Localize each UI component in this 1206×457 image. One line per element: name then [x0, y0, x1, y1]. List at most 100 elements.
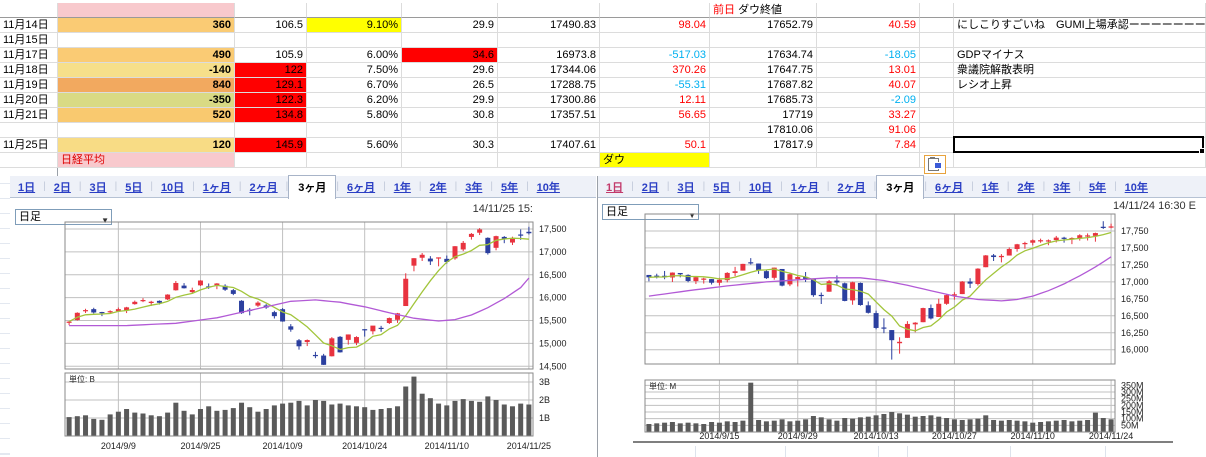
chart-period-tab[interactable]: 2日: [641, 182, 659, 194]
cell-dow-change[interactable]: 33.27: [817, 108, 920, 123]
cell-short-sell-ratio[interactable]: 29.9: [402, 93, 498, 108]
dow-timeframe-select[interactable]: 日足 ▼: [602, 204, 699, 220]
cell-dow-close[interactable]: [710, 33, 817, 48]
cell-analysis[interactable]: [920, 18, 954, 33]
chart-period-tab[interactable]: 5日: [713, 182, 731, 194]
cell-note[interactable]: [954, 33, 1206, 48]
cell-nikkei-close[interactable]: 17407.61: [498, 138, 600, 153]
chart-period-tab[interactable]: 2年: [1017, 182, 1035, 194]
cell-nikkei-close[interactable]: 17490.83: [498, 18, 600, 33]
cell-dow-close[interactable]: 17652.79: [710, 18, 817, 33]
header-dow-close[interactable]: 前日 ダウ終値: [710, 3, 817, 18]
cell-date[interactable]: 11月19日: [0, 78, 58, 93]
cell-updown-ratio[interactable]: [235, 123, 307, 138]
cell-short-sell-ratio[interactable]: 30.3: [402, 138, 498, 153]
cell-dow-change[interactable]: [817, 33, 920, 48]
cell-foreign-buy[interactable]: [58, 33, 235, 48]
cell-dow-change[interactable]: 91.06: [817, 123, 920, 138]
cell-dow-change[interactable]: -2.09: [817, 93, 920, 108]
cell-nikkei-change[interactable]: [600, 33, 710, 48]
cell-ma-deviation[interactable]: 6.00%: [307, 48, 402, 63]
chart-period-tab[interactable]: 10日: [160, 182, 185, 194]
cell-updown-ratio[interactable]: 122: [235, 63, 307, 78]
header-nikkei-close[interactable]: [498, 3, 600, 18]
cell-foreign-buy[interactable]: 840: [58, 78, 235, 93]
cell-analysis[interactable]: [920, 33, 954, 48]
cell-ma-deviation[interactable]: 6.70%: [307, 78, 402, 93]
cell-nikkei-close[interactable]: 17300.86: [498, 93, 600, 108]
cell-updown-ratio[interactable]: [235, 153, 307, 168]
chart-period-tab[interactable]: 10日: [748, 182, 773, 194]
cell-note[interactable]: にしこりすごいね GUMI上場承認ーーーーーーー: [954, 18, 1206, 33]
header-updown-ratio[interactable]: [235, 3, 307, 18]
cell-updown-ratio[interactable]: 106.5: [235, 18, 307, 33]
chart-period-tab[interactable]: 5日: [125, 182, 143, 194]
cell-dow-close[interactable]: 17817.9: [710, 138, 817, 153]
cell-date[interactable]: 11月25日: [0, 138, 58, 153]
cell-dow-close[interactable]: 17810.06: [710, 123, 817, 138]
cell-analysis[interactable]: [920, 138, 954, 153]
cell-note[interactable]: [954, 153, 1206, 168]
cell-analysis[interactable]: [920, 123, 954, 138]
chart-period-tab[interactable]: 6ヶ月: [347, 182, 376, 194]
cell-analysis[interactable]: [920, 108, 954, 123]
cell-nikkei-change[interactable]: [600, 123, 710, 138]
cell-nikkei-close[interactable]: [498, 33, 600, 48]
cell-nikkei-change[interactable]: 370.26: [600, 63, 710, 78]
cell-note[interactable]: 衆議院解散表明: [954, 63, 1206, 78]
cell-nikkei-close[interactable]: 17357.51: [498, 108, 600, 123]
cell-analysis[interactable]: [920, 78, 954, 93]
cell-ma-deviation[interactable]: 6.20%: [307, 93, 402, 108]
cell-nikkei-change[interactable]: 50.1: [600, 138, 710, 153]
cell-date[interactable]: 11月17日: [0, 48, 58, 63]
cell-dow-change[interactable]: 13.01: [817, 63, 920, 78]
cell-foreign-buy[interactable]: [58, 123, 235, 138]
header-dow-change[interactable]: [817, 3, 920, 18]
cell-nikkei-change[interactable]: -517.03: [600, 48, 710, 63]
chart-period-tab[interactable]: 2日: [53, 182, 71, 194]
cell-nikkei-change[interactable]: 56.65: [600, 108, 710, 123]
cell-updown-ratio[interactable]: 122.3: [235, 93, 307, 108]
header-ma-deviation[interactable]: [307, 3, 402, 18]
chart-period-tab[interactable]: 1ヶ月: [202, 182, 231, 194]
chart-period-tab[interactable]: 3ヶ月: [876, 175, 925, 199]
cell-short-sell-ratio[interactable]: [402, 33, 498, 48]
cell-date[interactable]: 11月20日: [0, 93, 58, 108]
cell-ma-deviation[interactable]: [307, 123, 402, 138]
cell-nikkei-close[interactable]: 17288.75: [498, 78, 600, 93]
chart-period-tab[interactable]: 6ヶ月: [935, 182, 964, 194]
header-foreign-buy[interactable]: [58, 3, 235, 18]
cell-nikkei-change[interactable]: ダウ: [600, 153, 710, 168]
chart-period-tab[interactable]: 1年: [393, 182, 411, 194]
cell-note[interactable]: [954, 93, 1206, 108]
cell-short-sell-ratio[interactable]: 34.6: [402, 48, 498, 63]
cell-short-sell-ratio[interactable]: 26.5: [402, 78, 498, 93]
cell-dow-change[interactable]: 40.07: [817, 78, 920, 93]
nikkei-timeframe-select[interactable]: 日足 ▼: [15, 209, 112, 225]
cell-short-sell-ratio[interactable]: 30.8: [402, 108, 498, 123]
cell-dow-change[interactable]: -18.05: [817, 48, 920, 63]
cell-dow-close[interactable]: 17719: [710, 108, 817, 123]
cell-date[interactable]: 11月21日: [0, 108, 58, 123]
cell-short-sell-ratio[interactable]: 29.6: [402, 63, 498, 78]
cell-short-sell-ratio[interactable]: [402, 123, 498, 138]
chart-period-tab[interactable]: 2ヶ月: [249, 182, 278, 194]
cell-dow-close[interactable]: 17685.73: [710, 93, 817, 108]
cell-date[interactable]: 11月15日: [0, 33, 58, 48]
cell-foreign-buy[interactable]: 490: [58, 48, 235, 63]
header-note[interactable]: [954, 3, 1206, 18]
cell-nikkei-change[interactable]: 12.11: [600, 93, 710, 108]
chart-period-tab[interactable]: 2年: [429, 182, 447, 194]
cell-dow-change[interactable]: 40.59: [817, 18, 920, 33]
cell-foreign-buy[interactable]: 日経平均: [58, 153, 235, 168]
cell-foreign-buy[interactable]: -350: [58, 93, 235, 108]
chart-period-tab[interactable]: 10年: [1124, 182, 1148, 194]
cell-ma-deviation[interactable]: 7.50%: [307, 63, 402, 78]
chart-period-tab[interactable]: 5年: [1088, 182, 1107, 194]
cell-ma-deviation[interactable]: 5.60%: [307, 138, 402, 153]
paste-options-icon[interactable]: [924, 155, 946, 174]
cell-updown-ratio[interactable]: 105.9: [235, 48, 307, 63]
chart-period-tab[interactable]: 3日: [677, 182, 695, 194]
cell-nikkei-change[interactable]: 98.04: [600, 18, 710, 33]
cell-foreign-buy[interactable]: 520: [58, 108, 235, 123]
